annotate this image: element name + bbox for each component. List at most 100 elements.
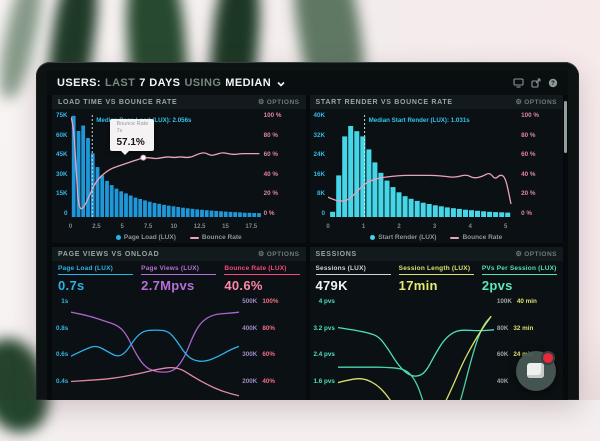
app-header: USERS: LAST 7 DAYS USING MEDIAN ? — [47, 71, 568, 95]
histogram-bar — [161, 204, 166, 217]
options-button[interactable]: ⚙ OPTIONS — [515, 250, 557, 259]
metrics-row: Page Load (LUX) 0.7s Page Views (LUX) 2.… — [52, 261, 306, 295]
metric-value: 17min — [398, 278, 438, 293]
laptop: USERS: LAST 7 DAYS USING MEDIAN ? — [36, 62, 579, 400]
histogram-bar — [218, 211, 223, 217]
metric-value: 479K — [315, 278, 348, 293]
histogram-bar — [85, 138, 90, 217]
chevron-down-icon — [277, 79, 285, 87]
histogram-bar — [247, 212, 251, 217]
chat-icon — [527, 363, 544, 378]
histogram-bar — [402, 196, 408, 217]
histogram-bar — [175, 207, 180, 217]
start-render-chart[interactable]: Median Start Render (LUX): 1.031s — [327, 113, 518, 217]
histogram-bar — [481, 211, 487, 217]
chat-button[interactable] — [516, 351, 556, 391]
histogram-bar — [463, 209, 469, 217]
title-days: 7 DAYS — [139, 77, 181, 89]
y-axis-left: 1s 0.8s 0.6s 0.4s — [56, 298, 69, 385]
x-axis: 0 2.5 5 7.5 10 12.5 15 17.5 — [68, 224, 258, 230]
tooltip: Bounce Rate 7s 57.1% — [110, 118, 155, 155]
title-using: USING — [184, 77, 222, 89]
legend-line-icon — [189, 236, 199, 239]
histogram-bar — [505, 212, 511, 217]
histogram-bar — [372, 162, 378, 217]
y-axis-left: 4 pvs 3.2 pvs 2.4 pvs 1.6 pvs — [313, 298, 335, 385]
metric-bounce-rate: Bounce Rate (LUX) 40.6% — [224, 265, 300, 293]
svg-text:?: ? — [551, 81, 555, 87]
histogram-bar — [194, 209, 199, 217]
legend[interactable]: Start Render (LUX) Bounce Rate — [310, 234, 564, 241]
histogram-bar — [342, 136, 348, 217]
metric-page-views: Page Views (LUX) 2.7Mpvs — [141, 265, 217, 293]
legend[interactable]: Page Load (LUX) Bounce Rate — [52, 234, 306, 241]
histogram-bar — [137, 199, 142, 217]
histogram-bar — [414, 200, 420, 217]
metric-session-length: Session Length (LUX) 17min — [398, 265, 474, 293]
dashboard-screen: USERS: LAST 7 DAYS USING MEDIAN ? — [47, 71, 568, 400]
load-time-chart[interactable]: Median Page Load (LUX): 2.056s — [69, 113, 261, 217]
histogram-bar — [90, 153, 95, 217]
histogram-bar — [450, 208, 456, 217]
options-button[interactable]: ⚙ OPTIONS — [257, 250, 300, 259]
gear-icon: ⚙ — [515, 99, 523, 106]
monitor-icon[interactable] — [513, 78, 524, 88]
histogram-bar — [336, 175, 342, 217]
share-icon[interactable] — [531, 78, 541, 88]
histogram-bar — [237, 212, 242, 217]
y-axis-right: 100 % 80 % 60 % 40 % 20 % 0 % — [263, 112, 282, 217]
scrollbar[interactable] — [564, 101, 567, 153]
histogram-bar — [118, 191, 123, 217]
median-label: Median Start Render (LUX): 1.031s — [369, 117, 471, 124]
histogram-bar — [190, 208, 194, 217]
legend-item[interactable]: Bounce Rate — [189, 234, 242, 241]
options-button[interactable]: ⚙ OPTIONS — [515, 98, 557, 107]
legend-dot-icon — [115, 235, 121, 240]
histogram-bar — [408, 198, 414, 217]
sessions-chart[interactable] — [337, 299, 495, 400]
header-icons: ? — [513, 78, 558, 88]
legend-item[interactable]: Bounce Rate — [450, 234, 502, 241]
histogram-bar — [156, 203, 161, 217]
histogram-bar — [152, 202, 156, 217]
histogram-bar — [166, 205, 171, 217]
histogram-bar — [199, 209, 204, 217]
tooltip-marker — [139, 154, 146, 161]
series-line — [70, 329, 240, 362]
metric-value: 2pvs — [481, 278, 513, 293]
y-axis-right: 500K 100% 400K 80% 300K 60% 200K 40% — [242, 298, 279, 385]
panel-page-views: PAGE VIEWS VS ONLOAD ⚙ OPTIONS Page Load … — [52, 247, 306, 400]
metric-value: 2.7Mpvs — [141, 278, 195, 293]
users-period-dropdown[interactable]: USERS: LAST 7 DAYS USING MEDIAN — [57, 77, 285, 89]
series-line — [70, 366, 240, 397]
histogram-bar — [378, 172, 384, 217]
notification-badge — [541, 351, 555, 365]
histogram-bar — [180, 207, 185, 217]
y-axis-left: 40K 32K 24K 16K 8K 0 — [313, 112, 326, 217]
y-axis-left: 75K 60K 45K 30K 15K 0 — [56, 112, 68, 217]
options-button[interactable]: ⚙ OPTIONS — [257, 98, 300, 107]
histogram-bar — [360, 136, 366, 217]
histogram-bar — [95, 167, 99, 217]
histogram-bar — [432, 205, 438, 217]
series-line — [69, 116, 260, 210]
dashboard-grid: LOAD TIME VS BOUNCE RATE ⚙ OPTIONS 75K 60K… — [52, 95, 563, 400]
panel-title: START RENDER VS BOUNCE RATE — [315, 98, 453, 106]
page-views-chart[interactable] — [70, 299, 240, 400]
histogram-bar — [80, 125, 85, 217]
legend-item[interactable]: Page Load (LUX) — [115, 234, 176, 241]
help-icon[interactable]: ? — [548, 78, 558, 88]
metric-sessions: Sessions (LUX) 479K — [315, 265, 391, 293]
legend-item[interactable]: Start Render (LUX) — [370, 234, 436, 241]
panel-title: SESSIONS — [315, 250, 357, 258]
histogram-bar — [71, 115, 76, 217]
histogram-bar — [242, 212, 247, 217]
histogram-bar — [204, 210, 209, 217]
histogram-bar — [123, 193, 128, 217]
histogram-bar — [99, 175, 104, 217]
series-line — [337, 326, 495, 377]
histogram-bar — [487, 211, 493, 217]
histogram-bar — [444, 207, 450, 217]
series-line — [337, 378, 391, 400]
histogram-bar — [142, 200, 147, 217]
